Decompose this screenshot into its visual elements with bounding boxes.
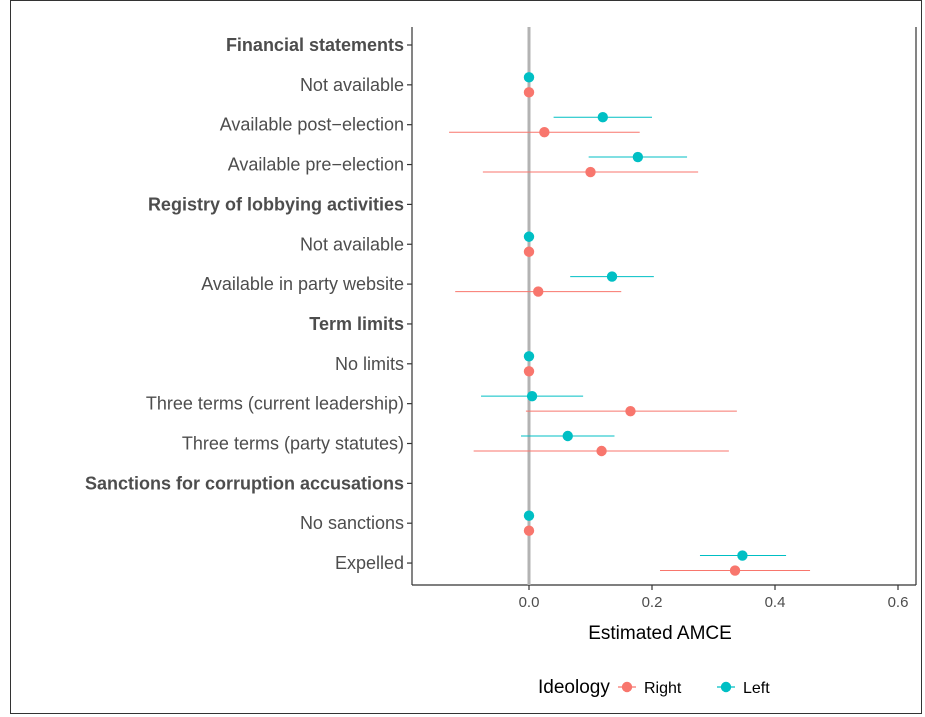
x-tick-label: 0.2 bbox=[642, 594, 663, 611]
point-left bbox=[632, 151, 644, 163]
legend-label-right: Right bbox=[644, 680, 682, 697]
y-tick-label: Not available bbox=[300, 75, 404, 95]
x-axis: 0.0 0.2 0.4 0.6 bbox=[519, 585, 909, 611]
y-tick-label: Three terms (current leadership) bbox=[146, 394, 404, 414]
y-tick-heading: Term limits bbox=[309, 314, 404, 334]
point-left bbox=[526, 390, 538, 402]
point-right bbox=[596, 445, 607, 457]
y-tick-label: Available post−election bbox=[220, 115, 404, 135]
legend-key-right bbox=[621, 681, 633, 693]
point-left bbox=[523, 231, 535, 242]
legend-title: Ideology bbox=[538, 677, 610, 698]
point-left bbox=[523, 72, 535, 83]
legend-key-left bbox=[720, 681, 732, 693]
x-tick-label: 0.0 bbox=[519, 594, 540, 611]
point-left bbox=[562, 430, 573, 442]
plot-area bbox=[411, 27, 917, 586]
point-right bbox=[523, 87, 535, 98]
legend: Ideology Right Left bbox=[538, 677, 770, 698]
x-axis-label: Estimated AMCE bbox=[588, 623, 732, 644]
figure-frame bbox=[10, 0, 922, 714]
y-tick-label: No limits bbox=[335, 354, 404, 374]
y-tick-label: No sanctions bbox=[300, 513, 404, 533]
point-right bbox=[729, 565, 741, 576]
point-left bbox=[606, 271, 618, 282]
y-tick-heading: Financial statements bbox=[226, 35, 404, 55]
x-tick-label: 0.4 bbox=[765, 594, 786, 611]
y-tick-heading: Registry of lobbying activities bbox=[148, 194, 404, 214]
point-right bbox=[625, 405, 636, 417]
y-tick-label: Three terms (party statutes) bbox=[182, 434, 404, 454]
point-right bbox=[523, 246, 535, 257]
x-tick-label: 0.6 bbox=[888, 594, 909, 611]
y-tick-label: Available pre−election bbox=[228, 155, 404, 175]
point-right bbox=[533, 286, 544, 297]
point-right bbox=[523, 525, 535, 536]
y-tick-label: Not available bbox=[300, 234, 404, 254]
point-right bbox=[523, 366, 535, 377]
y-tick-label: Expelled bbox=[335, 553, 404, 573]
point-left bbox=[737, 550, 748, 561]
point-right bbox=[539, 127, 550, 138]
legend-label-left: Left bbox=[743, 680, 770, 697]
y-tick-heading: Sanctions for corruption accusations bbox=[85, 473, 404, 493]
y-axis: Financial statements Not available Availab… bbox=[85, 35, 412, 573]
point-left bbox=[523, 510, 535, 521]
point-left bbox=[523, 351, 535, 362]
point-right bbox=[585, 166, 596, 178]
point-left bbox=[597, 112, 608, 123]
y-tick-label: Available in party website bbox=[201, 274, 404, 294]
